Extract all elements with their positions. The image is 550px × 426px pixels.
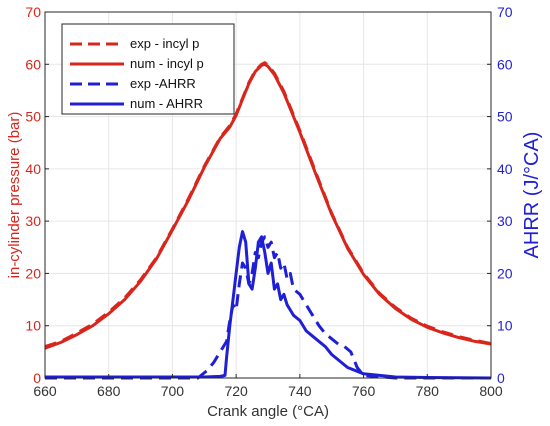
x-tick-label: 680: [97, 383, 121, 399]
series-line-exp-incyl-p: [44, 61, 492, 349]
legend-label-num-incyl-p: num - incyl p: [130, 56, 204, 71]
y-right-tick-label: 30: [497, 213, 513, 229]
legend-box: [61, 23, 235, 115]
legend-label-num-ahrr: num - AHRR: [130, 96, 203, 111]
plot-frame: [44, 11, 492, 379]
x-tick-label: 660: [33, 383, 57, 399]
y-left-tick-label: 30: [25, 213, 41, 229]
y-right-tick-label: 20: [497, 265, 513, 281]
x-tick-label: 740: [288, 383, 312, 399]
x-axis-label: Crank angle (°CA): [207, 403, 329, 420]
legend: exp - incyl p num - incyl p exp -AHRR nu…: [61, 23, 235, 115]
x-tick-label: 720: [224, 383, 248, 399]
y-right-tick-label: 70: [497, 4, 513, 20]
y-right-tick-label: 40: [497, 161, 513, 177]
y-left-tick-label: 70: [25, 4, 41, 20]
y-left-tick-label: 60: [25, 56, 41, 72]
x-tick-label: 800: [479, 383, 503, 399]
y-right-tick-label: 60: [497, 56, 513, 72]
y-right-tick-label: 0: [497, 370, 505, 386]
legend-label-exp-incyl-p: exp - incyl p: [130, 36, 199, 51]
y-left-tick-label: 0: [33, 370, 41, 386]
ticks: 660 680 700 720 740 760 780 8000102030405060700…: [25, 4, 512, 399]
series-line-exp-ahrr: [45, 235, 491, 380]
x-tick-label: 780: [416, 383, 440, 399]
y-axis-label-left: in-cylinder pressure (bar): [6, 112, 23, 279]
x-tick-label: 700: [161, 383, 185, 399]
x-tick-label: 760: [352, 383, 376, 399]
y-axis-label-right: AHRR (J/°CA): [521, 132, 543, 259]
series-layer: [44, 61, 492, 380]
y-left-tick-label: 50: [25, 109, 41, 125]
y-right-tick-label: 10: [497, 318, 513, 334]
y-left-tick-label: 40: [25, 161, 41, 177]
y-left-tick-label: 20: [25, 265, 41, 281]
y-right-tick-label: 50: [497, 109, 513, 125]
legend-label-exp-ahrr: exp -AHRR: [130, 76, 196, 91]
y-left-tick-label: 10: [25, 318, 41, 334]
